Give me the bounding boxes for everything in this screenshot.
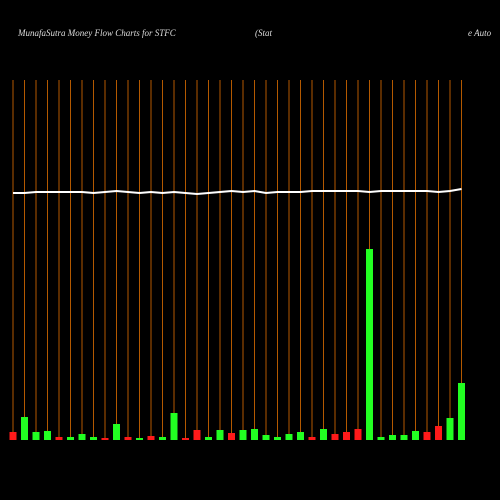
bar xyxy=(423,432,431,440)
bar xyxy=(297,432,304,440)
bar xyxy=(182,438,189,440)
bar xyxy=(216,430,224,440)
bar xyxy=(90,437,97,440)
bar xyxy=(377,437,385,440)
bar xyxy=(400,435,408,440)
bar xyxy=(101,438,109,440)
bar xyxy=(147,436,155,440)
chart-subtitle: (Stat xyxy=(255,28,272,38)
price-line xyxy=(13,188,462,196)
bar xyxy=(67,437,74,440)
bar xyxy=(159,437,166,440)
bar xyxy=(320,429,327,440)
chart-subtitle-tail: e Auto xyxy=(468,28,492,38)
bar xyxy=(32,432,40,440)
bar xyxy=(435,426,442,440)
bar xyxy=(251,429,258,440)
bar xyxy=(412,431,419,440)
bar xyxy=(446,418,454,440)
chart-title: MunafaSutra Money Flow Charts for STFC xyxy=(17,28,177,38)
bar xyxy=(124,437,132,440)
bar xyxy=(331,434,339,440)
bar xyxy=(274,437,281,440)
bar xyxy=(55,437,63,440)
bar xyxy=(354,429,362,440)
bar xyxy=(458,383,465,440)
bar xyxy=(44,431,51,440)
bar xyxy=(21,417,28,440)
bar xyxy=(285,434,293,440)
bar xyxy=(205,437,212,440)
bar xyxy=(113,424,120,440)
bar xyxy=(228,433,235,440)
bar xyxy=(193,430,201,440)
bar xyxy=(239,430,247,440)
bar xyxy=(262,435,270,440)
bar xyxy=(136,438,143,440)
bar xyxy=(78,434,86,440)
bar xyxy=(308,437,316,440)
bar xyxy=(389,435,396,440)
bar xyxy=(9,432,17,440)
bar xyxy=(170,413,178,440)
bar xyxy=(343,432,350,440)
bar xyxy=(366,249,373,440)
